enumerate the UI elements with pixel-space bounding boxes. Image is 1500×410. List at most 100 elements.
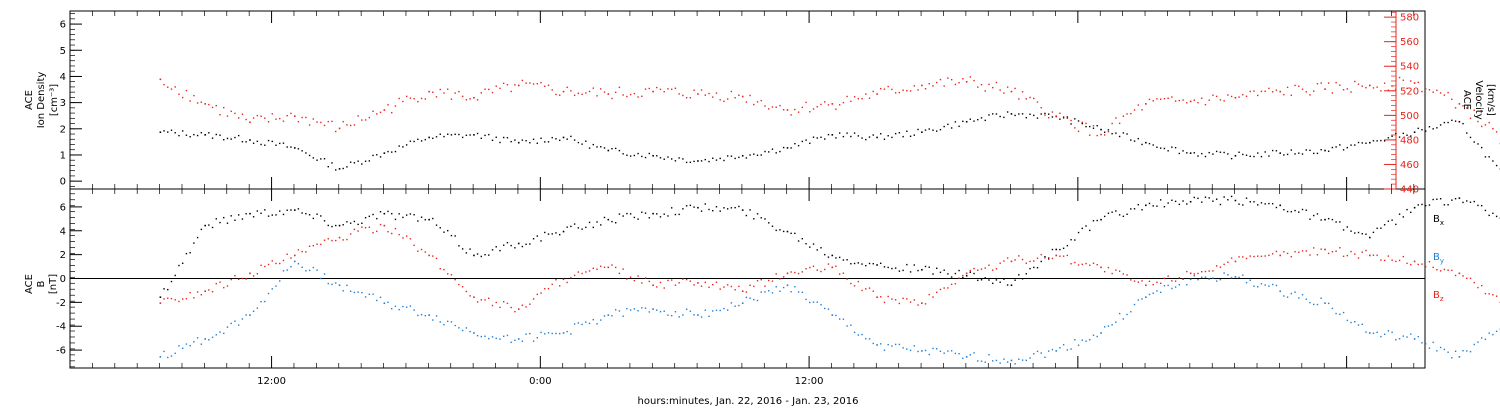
data-point (760, 291, 762, 293)
data-point (424, 219, 427, 221)
data-point (320, 243, 322, 246)
data-point (1369, 236, 1371, 239)
data-point (1473, 109, 1475, 111)
data-point (1227, 94, 1229, 96)
data-point (245, 278, 247, 280)
data-point (551, 89, 553, 91)
data-point (1014, 87, 1016, 90)
data-point (167, 131, 169, 133)
xtick-label-1: 0:00 (529, 376, 551, 387)
data-point (469, 248, 471, 250)
data-point (1111, 122, 1113, 125)
data-point (861, 263, 863, 265)
data-point (189, 251, 191, 254)
data-point (211, 336, 214, 339)
data-point (1447, 91, 1449, 94)
data-point (588, 322, 591, 325)
data-point (592, 318, 594, 321)
data-point (1141, 109, 1143, 111)
data-point (1469, 350, 1472, 353)
data-point (682, 208, 684, 210)
data-point (234, 320, 236, 322)
data-point (1402, 132, 1405, 135)
data-point (596, 268, 598, 270)
data-point (387, 230, 389, 233)
data-point (1425, 266, 1427, 268)
data-point (1163, 147, 1166, 150)
data-point (1462, 105, 1464, 107)
data-point (820, 136, 822, 138)
data-point (652, 212, 654, 215)
data-point (1227, 261, 1229, 263)
data-point (1335, 146, 1337, 148)
data-point (308, 269, 311, 272)
data-point (1454, 120, 1457, 122)
data-point (379, 223, 382, 226)
data-point (797, 111, 800, 113)
data-point (1257, 204, 1259, 206)
data-point (861, 333, 863, 336)
data-point (1118, 135, 1121, 138)
data-point (529, 82, 531, 84)
data-point (1387, 220, 1390, 222)
data-point (435, 136, 438, 138)
data-point (391, 151, 393, 153)
data-point (991, 282, 994, 285)
data-point (349, 222, 352, 224)
data-point (1301, 153, 1304, 155)
data-point (939, 271, 942, 274)
data-point (361, 291, 363, 294)
data-point (1357, 83, 1360, 85)
data-point (1006, 361, 1009, 363)
data-point (335, 224, 337, 227)
data-point (223, 106, 225, 109)
data-point (331, 162, 333, 164)
data-point (196, 291, 199, 293)
data-point (204, 338, 206, 340)
data-point (1425, 204, 1427, 207)
data-point (1111, 272, 1113, 275)
data-point (1443, 268, 1446, 271)
data-point (816, 106, 818, 108)
data-point (264, 209, 266, 211)
data-point (1215, 95, 1218, 98)
ytick-label-0-4: 4 (60, 72, 66, 83)
data-point (570, 277, 572, 279)
ytick-label-0-3: 3 (60, 98, 66, 109)
data-point (335, 130, 337, 133)
data-point (1227, 153, 1229, 155)
data-point (809, 111, 811, 113)
data-point (618, 213, 621, 215)
data-point (891, 267, 893, 270)
data-point (1309, 94, 1311, 96)
data-point (167, 288, 169, 291)
data-point (820, 247, 822, 249)
data-point (928, 266, 930, 268)
data-point (465, 99, 468, 101)
data-point (588, 221, 591, 224)
data-point (749, 209, 751, 211)
data-point (782, 146, 785, 149)
data-point (361, 119, 363, 121)
data-point (1126, 113, 1128, 115)
data-point (958, 277, 960, 279)
data-point (1466, 107, 1468, 109)
data-point (943, 352, 945, 354)
data-point (726, 98, 729, 100)
data-point (1171, 146, 1173, 148)
data-point (1178, 152, 1181, 155)
data-point (398, 308, 400, 311)
data-point (659, 88, 662, 91)
data-point (271, 288, 273, 290)
data-point (1234, 260, 1237, 263)
data-point (1159, 291, 1162, 294)
data-point (1092, 220, 1095, 222)
data-point (730, 302, 733, 304)
data-point (741, 290, 744, 293)
data-point (305, 152, 307, 154)
data-point (1033, 353, 1035, 355)
data-point (1428, 126, 1431, 128)
data-point (1391, 135, 1393, 137)
data-point (1096, 134, 1098, 137)
data-point (290, 257, 292, 259)
